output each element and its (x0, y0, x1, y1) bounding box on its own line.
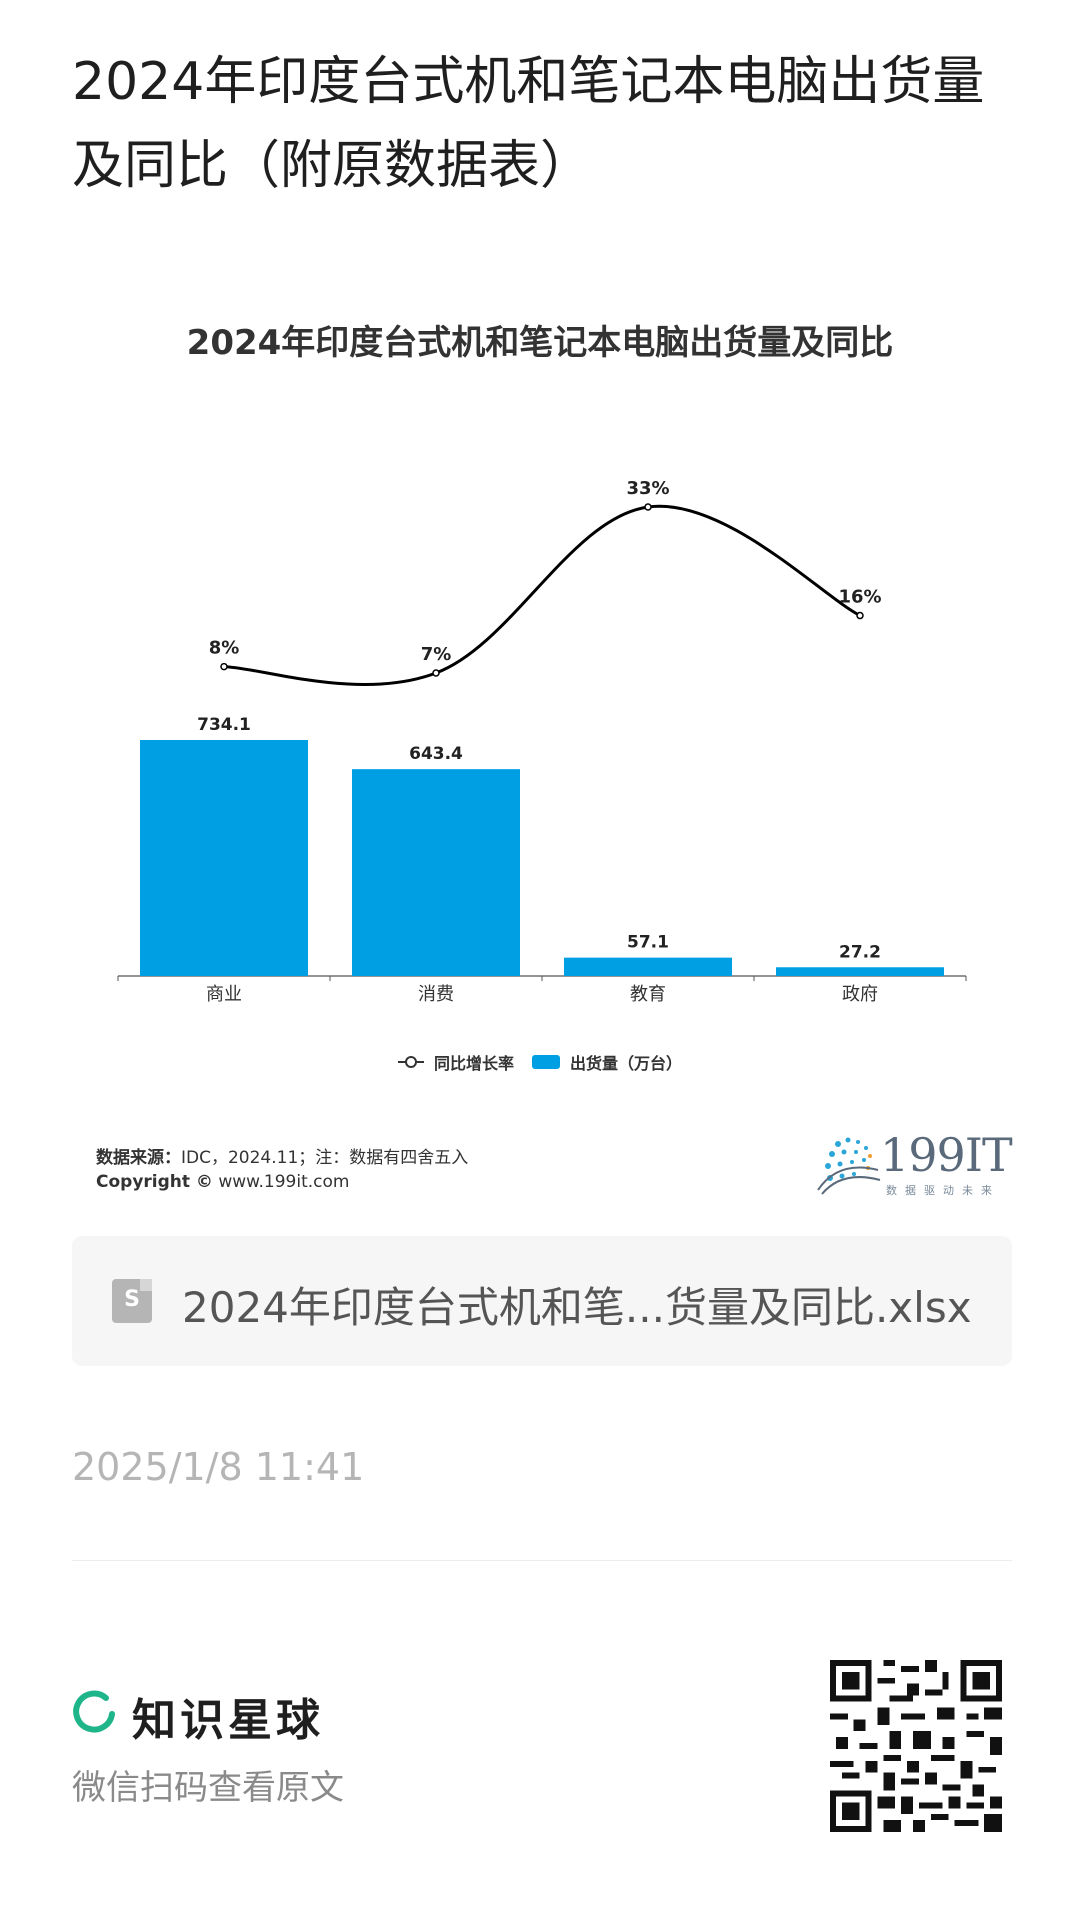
x-tick-label: 消费 (418, 984, 454, 1005)
legend-line-label: 同比增长率 (433, 1054, 514, 1073)
growth-value-label: 33% (626, 478, 669, 499)
page-title: 2024年印度台式机和笔记本电脑出货量及同比（附原数据表） (72, 52, 985, 196)
growth-point-0 (220, 662, 228, 671)
copyright-url: www.199it.com (218, 1172, 350, 1192)
bar-value-label: 27.2 (839, 942, 881, 962)
bar-0 (140, 740, 308, 976)
copyright-label: Copyright © (96, 1172, 213, 1192)
copyright: Copyright © www.199it.com (96, 1172, 349, 1192)
bar-3 (776, 967, 944, 976)
bar-value-label: 57.1 (627, 933, 669, 953)
scan-hint: 微信扫码查看原文 (72, 1768, 344, 1808)
divider (72, 1560, 1012, 1561)
growth-line (223, 504, 861, 686)
growth-value-label: 16% (838, 587, 881, 608)
source-label: 数据来源： (96, 1148, 181, 1168)
legend-bar-label: 出货量（万台） (570, 1054, 683, 1073)
attachment-card[interactable]: S 2024年印度台式机和笔...货量及同比.xlsx (72, 1236, 1012, 1366)
chart-title: 2024年印度台式机和笔记本电脑出货量及同比 (186, 323, 894, 363)
post-timestamp: 2025/1/8 11:41 (72, 1445, 365, 1489)
bar-value-label: 734.1 (197, 715, 251, 735)
x-tick-label: 政府 (842, 984, 878, 1005)
app-name: 知识星球 (132, 1695, 324, 1746)
x-tick-label: 教育 (630, 984, 666, 1005)
bar-value-label: 643.4 (409, 744, 463, 764)
growth-point-3 (856, 611, 864, 620)
x-tick-label: 商业 (206, 984, 242, 1005)
growth-value-label: 7% (421, 644, 452, 665)
bar-1 (352, 769, 520, 976)
growth-point-2 (644, 503, 652, 511)
spreadsheet-icon: S (112, 1279, 152, 1323)
chart-plot: 734.1 商业 643.4 消费 57.1 教育 27.2 政府 8% 7% 33% 16% (117, 478, 967, 1005)
planet-logo-icon (73, 1690, 115, 1733)
brand-dots-icon (817, 1137, 881, 1195)
legend-bar-icon (532, 1055, 560, 1069)
brand-tagline: 数据驱动未来 (886, 1184, 1000, 1197)
brand-name: 199IT (880, 1128, 1013, 1182)
bar-2 (564, 957, 732, 976)
source-text: IDC，2024.11；注：数据有四舍五入 (181, 1148, 469, 1168)
qr-code-icon[interactable] (830, 1660, 1002, 1832)
attachment-filename: 2024年印度台式机和笔...货量及同比.xlsx (182, 1283, 972, 1332)
growth-value-label: 8% (209, 638, 240, 659)
chart-legend: 同比增长率 出货量（万台） (0, 1050, 1080, 1074)
data-source: 数据来源：IDC，2024.11；注：数据有四舍五入 (96, 1143, 468, 1168)
growth-point-1 (432, 669, 440, 677)
legend-line-icon (397, 1056, 424, 1068)
